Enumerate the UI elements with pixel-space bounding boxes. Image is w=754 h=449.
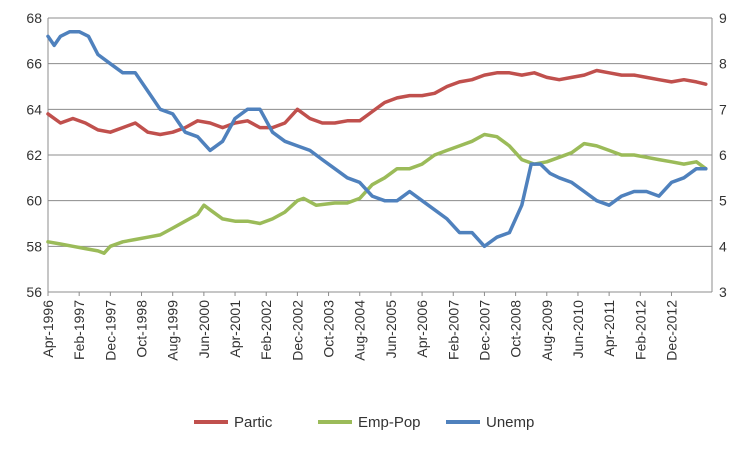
y2-tick-label: 6: [719, 147, 727, 163]
x-tick-label: Oct-2008: [508, 300, 524, 358]
x-tick-label: Aug-2004: [352, 300, 368, 361]
y-tick-label: 62: [26, 147, 42, 163]
y-tick-label: 64: [26, 101, 42, 117]
gridlines: [47, 17, 713, 293]
legend-label: Unemp: [486, 414, 534, 431]
x-tick-label: Jun-2010: [570, 300, 586, 359]
x-tick-label: Dec-1997: [102, 300, 118, 361]
y2-tick-label: 8: [719, 56, 727, 72]
y2-tick-label: 5: [719, 193, 727, 209]
x-tick-label: Oct-1998: [134, 300, 150, 358]
series-line-emp-pop: [46, 132, 708, 255]
y-tick-label: 68: [26, 10, 42, 26]
x-tick-label: Feb-2007: [445, 300, 461, 360]
series-line-unemp: [46, 29, 708, 249]
x-tick-label: Apr-2011: [601, 300, 617, 357]
y2-tick-label: 7: [719, 101, 727, 117]
right-axis-ticks: 3 4 5 6 7 8 9: [719, 10, 727, 300]
left-axis-ticks: 56 58 60 62 64 66 68: [26, 10, 42, 300]
y2-tick-label: 4: [719, 238, 727, 254]
x-tick-label: Feb-2012: [632, 300, 648, 360]
x-tick-label: Feb-2002: [258, 300, 274, 360]
x-tick-label: Feb-1997: [71, 300, 87, 360]
legend: Partic Emp-Pop Unemp: [194, 414, 534, 431]
legend-label: Emp-Pop: [358, 414, 421, 431]
x-tick-label: Jun-2005: [383, 300, 399, 359]
x-tick-label: Dec-2012: [663, 300, 679, 361]
x-tick-label: Apr-2001: [227, 300, 243, 358]
series-line-partic: [46, 68, 708, 137]
x-axis-ticks: Apr-1996 Feb-1997 Dec-1997 Oct-1998 Aug-1999…: [40, 292, 679, 361]
x-tick-label: Dec-2002: [289, 300, 305, 361]
x-tick-label: Aug-2009: [539, 300, 555, 361]
y-tick-label: 58: [26, 238, 42, 254]
x-tick-label: Dec-2007: [476, 300, 492, 361]
y-tick-label: 60: [26, 193, 42, 209]
x-tick-label: Apr-1996: [40, 300, 56, 358]
x-tick-label: Oct-2003: [321, 300, 337, 358]
y2-tick-label: 9: [719, 10, 727, 26]
y-tick-label: 66: [26, 56, 42, 72]
legend-label: Partic: [234, 414, 273, 431]
y-tick-label: 56: [26, 284, 42, 300]
x-tick-label: Jun-2000: [196, 300, 212, 359]
series-lines: [46, 29, 708, 255]
x-tick-label: Apr-2006: [414, 300, 430, 358]
x-tick-label: Aug-1999: [165, 300, 181, 361]
y2-tick-label: 3: [719, 284, 727, 300]
